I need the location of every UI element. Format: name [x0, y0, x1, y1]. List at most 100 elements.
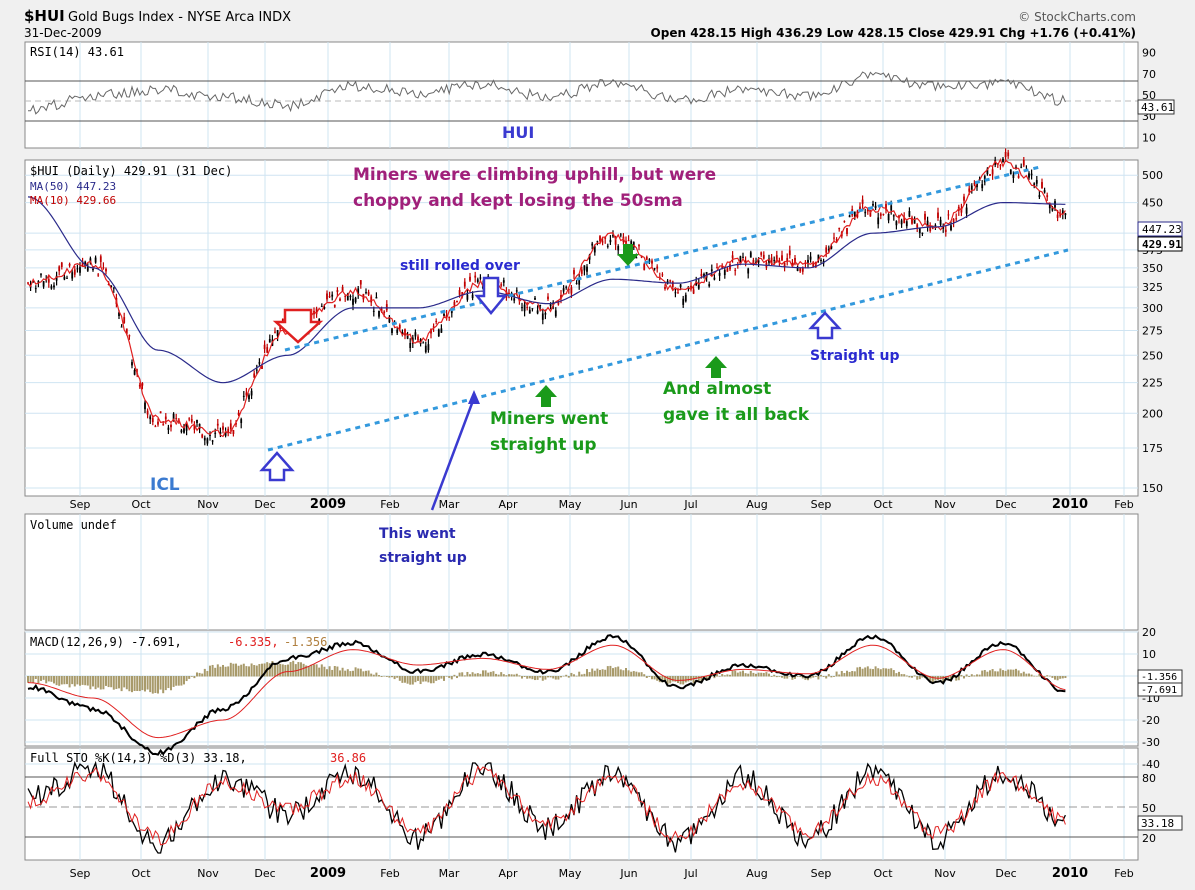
macd-hist-bar: [1022, 671, 1025, 677]
price-bar-body: [924, 213, 926, 220]
price-bar-body: [786, 257, 789, 262]
ma50-tag: 447.23: [1142, 223, 1182, 236]
macd-hist-bar: [99, 676, 102, 690]
ma50-series: [27, 196, 1066, 384]
price-bar-body: [255, 369, 258, 371]
price-bar-body: [877, 217, 880, 225]
macd-tag-a: -1.356: [1141, 672, 1177, 683]
price-bar-body: [120, 326, 123, 328]
macd-hist-bar: [268, 663, 271, 677]
macd-hist-bar: [125, 676, 128, 690]
macd-hist-bar: [341, 667, 344, 677]
price-bar-body: [892, 215, 895, 217]
macd-hist-bar: [318, 667, 321, 677]
price-bar-body: [614, 239, 617, 245]
macd-hist-bar: [505, 675, 508, 677]
price-bar-body: [71, 272, 74, 279]
macd-hist-bar: [721, 674, 724, 677]
macd-hist-bar: [955, 676, 958, 681]
macd-hist-bar: [874, 666, 877, 677]
macd-hist-bar: [73, 676, 76, 687]
macd-hist-bar: [619, 669, 622, 677]
macd-hist-bar: [586, 669, 588, 677]
macd-hist-bar: [578, 671, 581, 677]
macd-hist-bar: [783, 676, 786, 679]
macd-hist-bar: [253, 665, 256, 677]
macd-hist-bar: [404, 676, 406, 683]
macd-hist-bar: [905, 675, 908, 677]
macd-tick-label: 10: [1142, 648, 1156, 661]
macd-hist-bar: [770, 676, 773, 677]
price-bar-body: [1046, 195, 1049, 198]
macd-hist-bar: [562, 675, 565, 677]
macd-hist-bar: [437, 676, 440, 680]
macd-hist-bar: [370, 673, 373, 677]
macd-hist-bar: [198, 672, 201, 677]
macd-hist-bar: [167, 676, 170, 689]
this-went-line1: This went: [379, 526, 456, 542]
price-bar-body: [58, 266, 61, 272]
macd-hist-bar: [396, 676, 399, 678]
price-bar-body: [105, 268, 107, 272]
macd-hist-bar: [825, 676, 828, 679]
price-bar-body: [729, 264, 731, 270]
price-bar-body: [708, 284, 711, 287]
stok-series: [27, 760, 1066, 854]
macd-hist-bar: [627, 670, 630, 677]
macd-hist-bar: [86, 676, 89, 686]
macd-hist-bar: [297, 662, 300, 677]
macd-hist-bar: [528, 676, 531, 679]
macd-hist-bar: [918, 676, 921, 680]
price-bar-body: [573, 270, 575, 275]
price-bar-body: [149, 416, 152, 420]
price-bar-body: [263, 344, 266, 350]
volume-panel: [24, 513, 1139, 631]
macd-hist-bar: [994, 671, 997, 677]
price-bar-body: [341, 286, 344, 292]
price-bar-body: [448, 316, 451, 319]
macd-hist-bar: [305, 665, 308, 677]
price-tick-label: 500: [1142, 169, 1163, 182]
price-bar-body: [60, 262, 63, 267]
macd-hist-bar: [851, 671, 854, 677]
price-bar-body: [934, 225, 937, 227]
price-bar-body: [214, 432, 217, 434]
price-bar-body: [989, 174, 991, 176]
macd-hist-bar: [1056, 676, 1059, 681]
macd-hist-bar: [367, 670, 370, 677]
month-label: Feb: [380, 867, 399, 880]
price-bar-body: [809, 256, 812, 260]
macd-hist-bar: [131, 676, 133, 693]
macd-label-a: MACD(12,26,9) -7.691,: [30, 635, 182, 649]
macd-hist-bar: [359, 668, 362, 677]
price-bar-body: [34, 288, 37, 290]
price-bar-body: [638, 245, 640, 247]
close-tag-box: [1137, 236, 1183, 252]
macd-hist-bar: [523, 676, 526, 677]
price-bar-body: [757, 260, 760, 263]
macd-hist-bar: [986, 671, 989, 677]
macd-hist-bar: [68, 676, 71, 688]
price-bar-body: [76, 268, 79, 270]
macd-hist-bar: [911, 676, 913, 678]
price-bar-body: [859, 206, 861, 211]
macd-hist-bar: [89, 676, 92, 690]
macd-hist-bar: [526, 676, 529, 679]
macd-hist-bar: [536, 676, 539, 680]
price-bar-body: [838, 228, 841, 230]
price-bar-body: [401, 331, 404, 335]
price-bar-body: [609, 239, 612, 243]
price-bar-body: [331, 294, 334, 297]
macd-hist-bar: [105, 676, 107, 686]
month-label: Nov: [934, 867, 956, 880]
macd-hist-bar: [232, 663, 235, 677]
month-label: Oct: [873, 867, 893, 880]
month-label: Aug: [746, 867, 767, 880]
price-bar-body: [869, 211, 872, 217]
price-bar-body: [227, 428, 230, 433]
price-bar-body: [1043, 190, 1046, 193]
close-tag: 429.91: [1142, 238, 1182, 251]
price-bar-body: [430, 329, 432, 334]
price-bar-body: [565, 286, 568, 288]
price-bar-body: [684, 294, 687, 302]
